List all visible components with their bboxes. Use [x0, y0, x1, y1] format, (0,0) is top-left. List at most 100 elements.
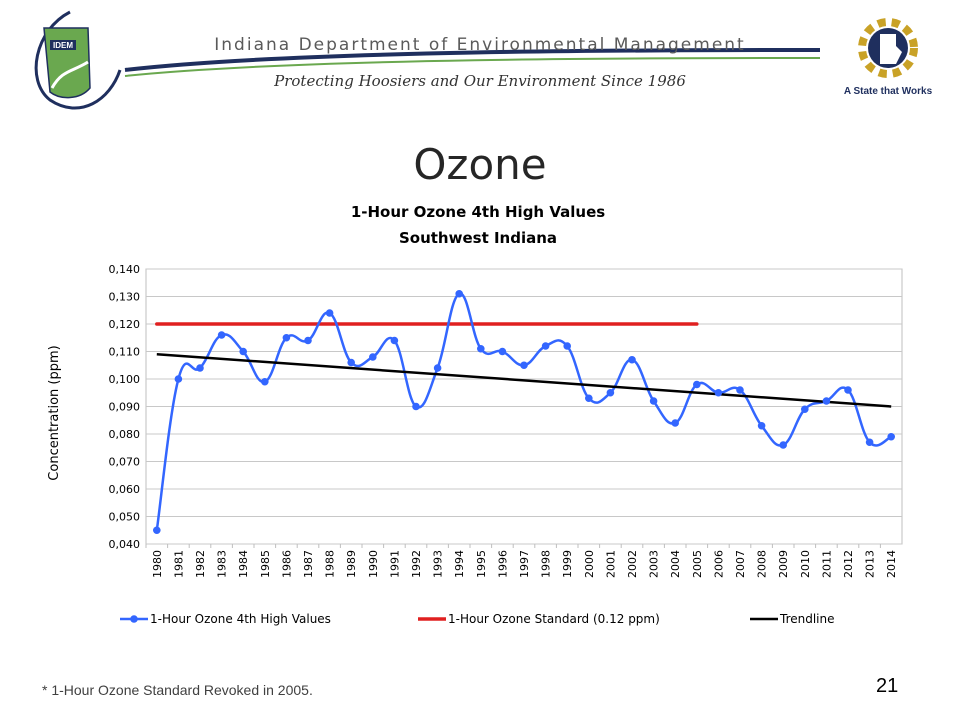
data-point — [844, 386, 852, 394]
x-tick-label: 1994 — [453, 550, 466, 578]
data-point — [369, 353, 377, 361]
data-point — [455, 289, 464, 298]
y-tick-label: 0,130 — [109, 291, 141, 304]
idem-indiana-logo-icon — [34, 10, 122, 110]
data-point — [390, 336, 399, 345]
y-tick-label: 0,070 — [109, 456, 141, 469]
banner-swoosh — [124, 48, 821, 72]
data-point — [541, 342, 550, 350]
legend-item-trendline: Trendline — [750, 612, 835, 626]
data-point — [433, 364, 442, 372]
data-point — [196, 364, 204, 372]
data-point — [217, 331, 226, 339]
legend-label: 1-Hour Ozone 4th High Values — [150, 612, 331, 626]
page-title: Ozone — [413, 140, 547, 189]
data-point — [325, 309, 334, 317]
x-tick-label: 1989 — [345, 550, 358, 578]
x-tick-label: 1993 — [432, 550, 445, 578]
tagline: Protecting Hoosiers and Our Environment … — [273, 72, 686, 90]
legend-marker — [130, 615, 138, 623]
data-point — [671, 419, 679, 427]
state-logo-text: A State that Works — [844, 86, 933, 97]
trendline — [156, 353, 892, 408]
x-tick-label: 1999 — [561, 550, 574, 578]
org-name: Indiana Department of Environmental Mana… — [214, 35, 745, 55]
data-point — [520, 361, 528, 370]
header-banner: IDEM Indiana Department of Environmental… — [34, 10, 933, 110]
y-tick-label: 0,100 — [109, 373, 141, 386]
y-tick-label: 0,140 — [109, 263, 141, 276]
x-tick-label: 2010 — [799, 550, 812, 578]
x-tick-label: 2001 — [604, 550, 617, 578]
x-tick-label: 2011 — [820, 550, 833, 578]
y-tick-label: 0,120 — [109, 318, 141, 331]
data-point — [498, 347, 507, 356]
legend-label: Trendline — [779, 612, 835, 626]
ozone-chart: 1-Hour Ozone 4th High Values Southwest I… — [47, 203, 903, 626]
x-tick-label: 1982 — [194, 550, 207, 578]
data-point — [736, 386, 744, 394]
data-point — [628, 355, 636, 364]
x-tick-label: 2005 — [691, 550, 704, 578]
y-axis-label: Concentration (ppm) — [47, 345, 62, 480]
legend: 1-Hour Ozone 4th High Values 1-Hour Ozone… — [120, 612, 835, 626]
x-tick-label: 2012 — [842, 550, 855, 578]
x-tick-label: 1980 — [151, 550, 164, 578]
x-tick-label: 2013 — [864, 550, 877, 578]
data-point — [649, 397, 658, 405]
data-point — [887, 432, 895, 441]
x-tick-label: 2000 — [583, 550, 596, 578]
idem-logo-text: IDEM — [53, 41, 73, 50]
legend-item-ozone: 1-Hour Ozone 4th High Values — [120, 612, 331, 626]
x-tick-label: 2014 — [885, 550, 898, 578]
chart-title: 1-Hour Ozone 4th High Values — [351, 203, 605, 221]
data-point — [801, 405, 809, 414]
data-point — [757, 421, 766, 430]
x-tick-label: 2003 — [648, 550, 661, 578]
x-tick-label: 1987 — [302, 550, 315, 578]
data-point — [174, 375, 183, 383]
x-tick-label: 2009 — [777, 550, 790, 578]
x-tick-label: 2004 — [669, 550, 682, 578]
data-point — [347, 358, 356, 367]
y-tick-label: 0,080 — [109, 428, 141, 441]
data-point — [822, 397, 831, 405]
state-gear-logo-icon — [858, 18, 918, 78]
legend-item-standard: 1-Hour Ozone Standard (0.12 ppm) — [418, 612, 660, 626]
x-tick-label: 1984 — [237, 550, 250, 578]
x-tick-label: 2002 — [626, 550, 639, 578]
x-tick-label: 1981 — [172, 550, 185, 578]
data-point — [865, 438, 874, 447]
x-tick-label: 1996 — [496, 550, 509, 578]
data-point — [304, 336, 312, 345]
data-point — [239, 347, 247, 356]
x-tick-label: 1995 — [475, 550, 488, 578]
chart-subtitle: Southwest Indiana — [399, 229, 557, 247]
y-tick-label: 0,050 — [109, 511, 141, 524]
data-point — [693, 380, 701, 389]
data-point — [606, 388, 615, 397]
y-tick-label: 0,090 — [109, 401, 141, 414]
x-tick-label: 1985 — [259, 550, 272, 578]
legend-label: 1-Hour Ozone Standard (0.12 ppm) — [448, 612, 660, 626]
footnote: * 1-Hour Ozone Standard Revoked in 2005. — [42, 682, 313, 698]
page-number: 21 — [876, 675, 899, 697]
data-point — [261, 377, 269, 386]
x-tick-label: 1992 — [410, 550, 423, 578]
x-tick-label: 1988 — [324, 550, 337, 578]
data-point — [153, 526, 161, 535]
data-point — [412, 402, 420, 411]
x-tick-label: 1991 — [388, 550, 401, 578]
data-point — [477, 344, 485, 353]
plot-area: 0,040 0,050 0,060 0,070 0,080 0,090 0,100 0,110… — [109, 263, 903, 578]
data-point — [779, 441, 787, 449]
y-tick-label: 0,060 — [109, 483, 141, 496]
x-tick-label: 1986 — [280, 550, 293, 578]
x-tick-label: 1983 — [216, 550, 229, 578]
x-tick-label: 1997 — [518, 550, 531, 578]
x-tick-label: 1998 — [540, 550, 553, 578]
data-point — [585, 394, 593, 403]
data-point — [714, 388, 723, 397]
x-tick-label: 1990 — [367, 550, 380, 578]
x-tick-label: 2006 — [712, 550, 725, 578]
